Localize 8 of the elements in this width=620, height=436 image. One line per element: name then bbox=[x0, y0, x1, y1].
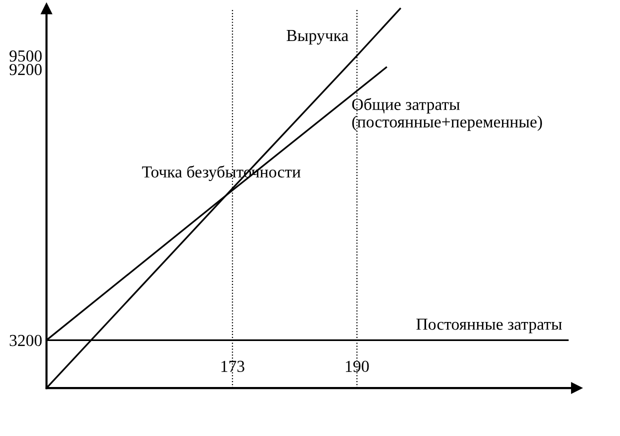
series-label: Выручка bbox=[286, 30, 348, 45]
y-tick-label: 9200 bbox=[10, 64, 42, 76]
series-label: Общие затраты (постоянные+переменные) bbox=[352, 98, 542, 131]
x-tick-label: 173 bbox=[221, 360, 244, 372]
series-label: Постоянные затраты bbox=[416, 318, 562, 334]
y-tick-label: 3200 bbox=[10, 334, 42, 346]
x-tick-label: 190 bbox=[346, 360, 369, 372]
y-tick-label: 9500 bbox=[10, 50, 42, 62]
